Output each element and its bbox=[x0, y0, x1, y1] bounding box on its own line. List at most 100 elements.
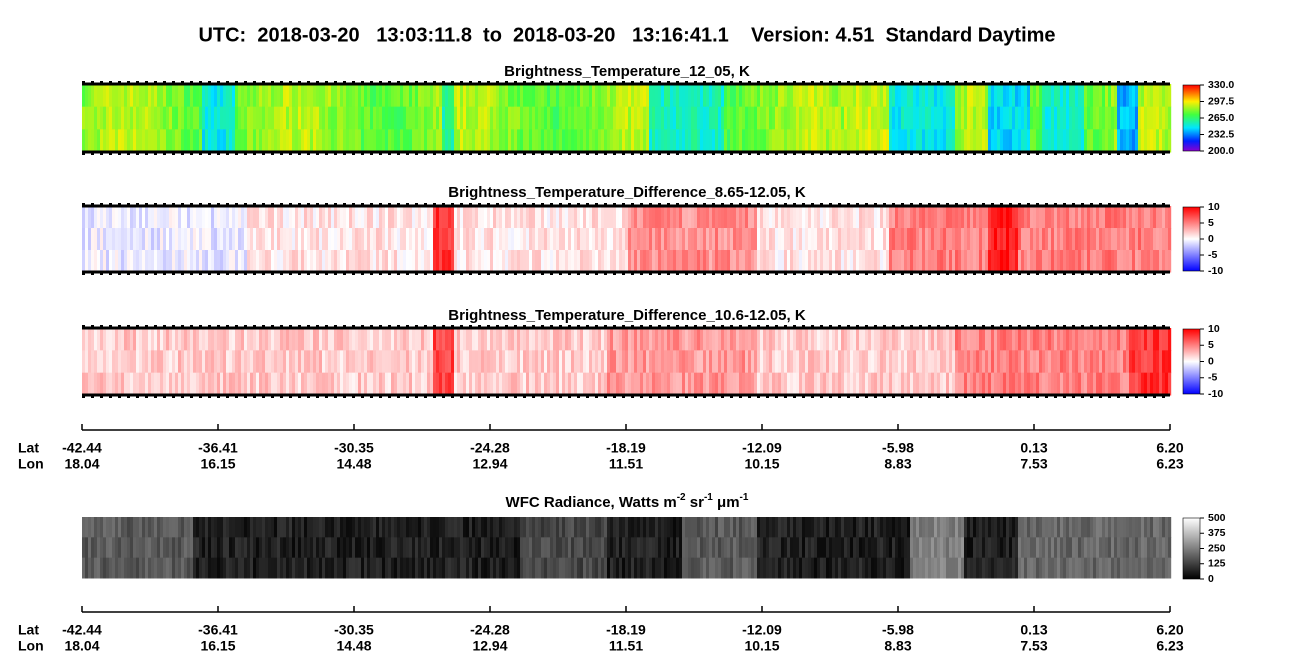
pixel-strip bbox=[502, 517, 506, 538]
pixel-strip bbox=[730, 228, 734, 251]
pixel-strip bbox=[583, 206, 587, 229]
pixel-strip bbox=[592, 250, 596, 273]
pixel-strip bbox=[235, 557, 239, 579]
pixel-strip bbox=[832, 228, 836, 251]
pixel-strip bbox=[427, 228, 431, 251]
pixel-strip bbox=[679, 537, 683, 559]
pixel-strip bbox=[376, 557, 380, 579]
pixel-strip bbox=[835, 250, 839, 273]
pixel-strip bbox=[550, 537, 554, 559]
pixel-strip bbox=[976, 537, 980, 559]
pixel-strip bbox=[313, 557, 317, 579]
pixel-strip bbox=[529, 84, 533, 108]
pixel-strip bbox=[655, 557, 659, 579]
pixel-strip bbox=[541, 84, 545, 108]
pixel-strip bbox=[880, 537, 884, 559]
pixel-strip bbox=[1078, 129, 1082, 153]
pixel-strip bbox=[946, 250, 950, 273]
pixel-strip bbox=[985, 328, 989, 351]
pixel-strip bbox=[529, 328, 533, 351]
pixel-strip bbox=[430, 228, 434, 251]
pixel-strip bbox=[412, 84, 416, 108]
pixel-strip bbox=[136, 537, 140, 559]
pixel-strip bbox=[1150, 250, 1154, 273]
pixel-strip bbox=[1072, 250, 1076, 273]
pixel-strip bbox=[154, 206, 158, 229]
pixel-strip bbox=[166, 250, 170, 273]
pixel-strip bbox=[109, 84, 113, 108]
pixel-strip bbox=[433, 537, 437, 559]
pixel-strip bbox=[844, 129, 848, 153]
pixel-strip bbox=[715, 228, 719, 251]
pixel-strip bbox=[757, 106, 761, 130]
pixel-strip bbox=[469, 228, 473, 251]
pixel-strip bbox=[763, 250, 767, 273]
lat-value: -30.35 bbox=[334, 440, 374, 456]
pixel-strip bbox=[739, 228, 743, 251]
pixel-strip bbox=[184, 206, 188, 229]
pixel-strip bbox=[700, 250, 704, 273]
pixel-strip bbox=[235, 517, 239, 538]
pixel-strip bbox=[196, 372, 200, 396]
pixel-strip bbox=[874, 84, 878, 108]
pixel-strip bbox=[712, 537, 716, 559]
pixel-strip bbox=[910, 328, 914, 351]
pixel-strip bbox=[343, 206, 347, 229]
pixel-strip bbox=[496, 106, 500, 130]
pixel-strip bbox=[589, 557, 593, 579]
pixel-strip bbox=[649, 228, 653, 251]
pixel-strip bbox=[778, 106, 782, 130]
pixel-strip bbox=[934, 328, 938, 351]
pixel-strip bbox=[334, 557, 338, 579]
pixel-strip bbox=[1006, 537, 1010, 559]
pixel-strip bbox=[523, 250, 527, 273]
pixel-strip bbox=[895, 84, 899, 108]
pixel-strip bbox=[412, 106, 416, 130]
pixel-strip bbox=[415, 557, 419, 579]
pixel-strip bbox=[1084, 129, 1088, 153]
pixel-strip bbox=[253, 372, 257, 396]
pixel-strip bbox=[1072, 517, 1076, 538]
pixel-strip bbox=[943, 372, 947, 396]
panel-image bbox=[82, 328, 1172, 396]
pixel-strip bbox=[370, 372, 374, 396]
pixel-strip bbox=[220, 228, 224, 251]
pixel-strip bbox=[712, 350, 716, 374]
pixel-strip bbox=[760, 350, 764, 374]
pixel-strip bbox=[547, 84, 551, 108]
pixel-strip bbox=[1048, 350, 1052, 374]
pixel-strip bbox=[397, 129, 401, 153]
pixel-strip bbox=[856, 328, 860, 351]
pixel-strip bbox=[178, 517, 182, 538]
pixel-strip bbox=[1003, 557, 1007, 579]
pixel-strip bbox=[259, 350, 263, 374]
pixel-strip bbox=[358, 84, 362, 108]
pixel-strip bbox=[943, 328, 947, 351]
pixel-strip bbox=[106, 228, 110, 251]
pixel-strip bbox=[319, 250, 323, 273]
pixel-strip bbox=[913, 350, 917, 374]
pixel-strip bbox=[1003, 328, 1007, 351]
pixel-strip bbox=[463, 84, 467, 108]
pixel-strip bbox=[361, 129, 365, 153]
pixel-strip bbox=[1018, 372, 1022, 396]
pixel-strip bbox=[193, 129, 197, 153]
pixel-strip bbox=[598, 129, 602, 153]
pixel-strip bbox=[253, 106, 257, 130]
pixel-strip bbox=[883, 372, 887, 396]
pixel-strip bbox=[880, 84, 884, 108]
pixel-strip bbox=[742, 106, 746, 130]
pixel-strip bbox=[607, 106, 611, 130]
pixel-strip bbox=[1039, 517, 1043, 538]
pixel-strip bbox=[262, 129, 266, 153]
pixel-strip bbox=[241, 250, 245, 273]
pixel-strip bbox=[829, 557, 833, 579]
pixel-strip bbox=[286, 206, 290, 229]
pixel-strip bbox=[280, 350, 284, 374]
pixel-strip bbox=[109, 328, 113, 351]
pixel-strip bbox=[685, 129, 689, 153]
pixel-strip bbox=[580, 372, 584, 396]
pixel-strip bbox=[1009, 537, 1013, 559]
pixel-strip bbox=[796, 517, 800, 538]
pixel-strip bbox=[1006, 106, 1010, 130]
